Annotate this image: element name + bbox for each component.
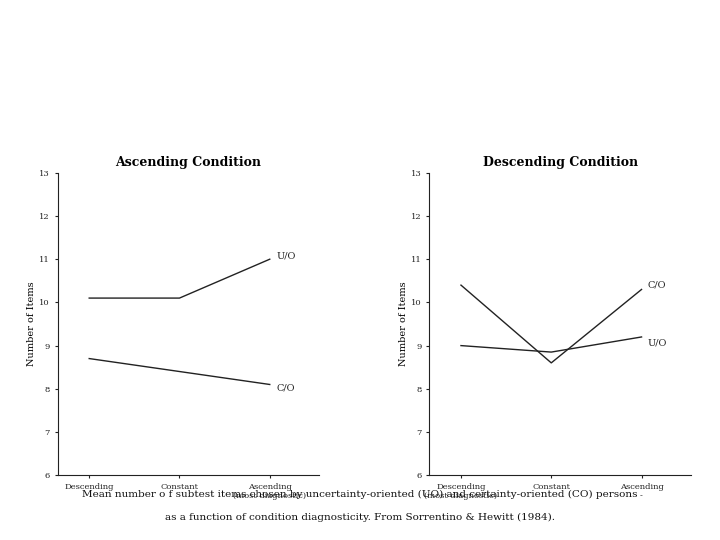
Text: U/O: U/O [276, 251, 295, 260]
Title: Descending Condition: Descending Condition [482, 156, 638, 169]
Text: as a function of condition diagnosticity. From Sorrentino & Hewitt (1984).: as a function of condition diagnosticity… [165, 513, 555, 522]
Text: C/O: C/O [276, 384, 294, 393]
Text: C/O: C/O [648, 280, 667, 289]
Title: Ascending Condition: Ascending Condition [115, 156, 261, 169]
Text: U/O: U/O [648, 339, 667, 348]
Y-axis label: Number of Items: Number of Items [27, 282, 37, 366]
Y-axis label: Number of Items: Number of Items [399, 282, 408, 366]
Text: Mean number o f subtest items chosen by uncertainty-oriented (UO) and certainty-: Mean number o f subtest items chosen by … [82, 490, 638, 498]
